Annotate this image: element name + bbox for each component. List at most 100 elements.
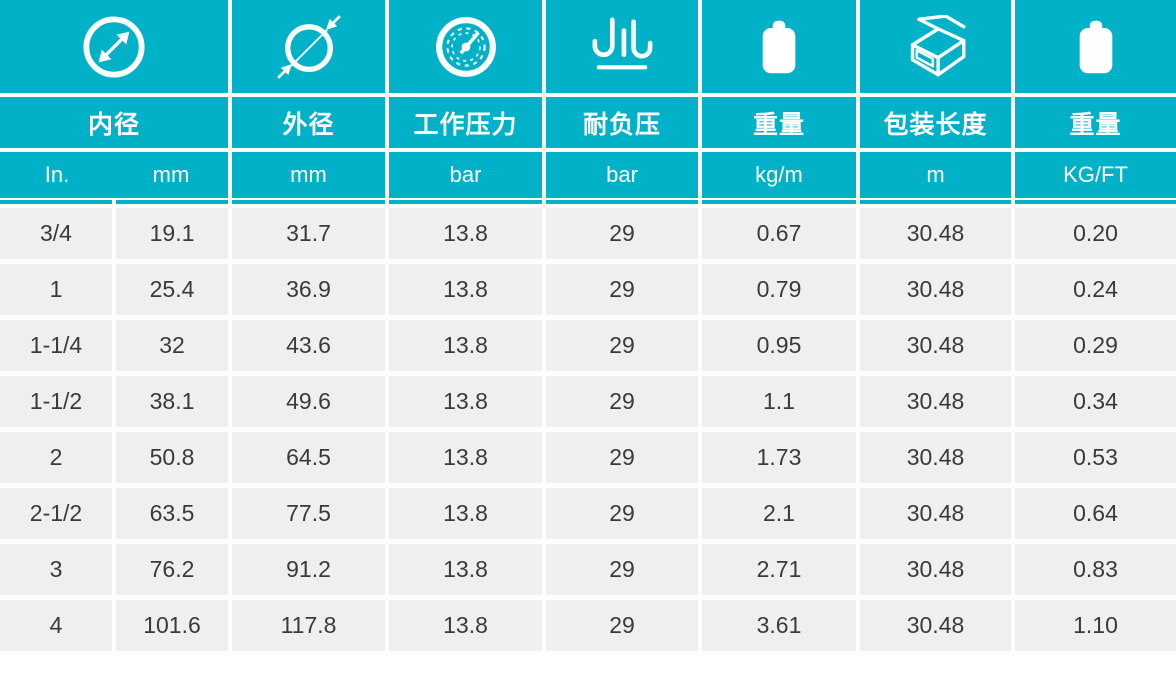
table-cell: 3.61 bbox=[702, 600, 856, 651]
table-cell: 30.48 bbox=[860, 208, 1011, 259]
weight-per-meter-header-cell bbox=[702, 0, 856, 93]
table-cell: 0.83 bbox=[1015, 544, 1176, 595]
table-cell: 30.48 bbox=[860, 544, 1011, 595]
table-cell: 1-1/2 bbox=[0, 376, 112, 427]
table-row: 1 25.4 36.9 13.8 29 0.79 30.48 0.24 bbox=[0, 264, 1176, 315]
table-cell: 101.6 bbox=[116, 600, 228, 651]
table-body: 3/4 19.1 31.7 13.8 29 0.67 30.48 0.20 1 25.4 36.9 1… bbox=[0, 208, 1176, 651]
table-cell: 29 bbox=[546, 544, 698, 595]
column-label: 外径 bbox=[232, 97, 385, 148]
table-cell: 29 bbox=[546, 600, 698, 651]
table-cell: 30.48 bbox=[860, 376, 1011, 427]
table-cell: 2.71 bbox=[702, 544, 856, 595]
table-cell: 29 bbox=[546, 264, 698, 315]
table-cell: 91.2 bbox=[232, 544, 385, 595]
table-cell: 13.8 bbox=[389, 320, 542, 371]
label-header-row: 内径 外径 工作压力 耐负压 重量 包装长度 重量 bbox=[0, 97, 1176, 148]
inner-diameter-icon bbox=[83, 15, 145, 78]
outer-diameter-icon bbox=[276, 14, 341, 79]
table-cell: 117.8 bbox=[232, 600, 385, 651]
table-cell: 13.8 bbox=[389, 544, 542, 595]
table-cell: 13.8 bbox=[389, 488, 542, 539]
table-row: 1-1/2 38.1 49.6 13.8 29 1.1 30.48 0.34 bbox=[0, 376, 1176, 427]
table-cell: 29 bbox=[546, 320, 698, 371]
unit-label: In. bbox=[44, 162, 70, 187]
table-cell: 63.5 bbox=[116, 488, 228, 539]
weight-per-foot-header-cell bbox=[1015, 0, 1176, 93]
unit-cell: KG/FT bbox=[1015, 152, 1176, 198]
table-cell: 1-1/4 bbox=[0, 320, 112, 371]
table-cell: 38.1 bbox=[116, 376, 228, 427]
unit-cell: bar bbox=[546, 152, 698, 198]
table-cell: 13.8 bbox=[389, 432, 542, 483]
table-cell: 0.67 bbox=[702, 208, 856, 259]
table-cell: 29 bbox=[546, 208, 698, 259]
table-row: 1-1/4 32 43.6 13.8 29 0.95 30.48 0.29 bbox=[0, 320, 1176, 371]
table-cell: 30.48 bbox=[860, 432, 1011, 483]
table-cell: 29 bbox=[546, 376, 698, 427]
table-cell: 3/4 bbox=[0, 208, 112, 259]
table-cell: 3 bbox=[0, 544, 112, 595]
table-cell: 0.79 bbox=[702, 264, 856, 315]
weight-icon bbox=[1079, 20, 1112, 73]
column-label: 工作压力 bbox=[389, 97, 542, 148]
icon-header-row bbox=[0, 0, 1176, 93]
table-cell: 0.29 bbox=[1015, 320, 1176, 371]
table-row: 3/4 19.1 31.7 13.8 29 0.67 30.48 0.20 bbox=[0, 208, 1176, 259]
table-cell: 1.10 bbox=[1015, 600, 1176, 651]
unit-label: mm bbox=[152, 162, 190, 187]
table-cell: 0.24 bbox=[1015, 264, 1176, 315]
column-label: 内径 bbox=[0, 97, 228, 148]
unit-cell: kg/m bbox=[702, 152, 856, 198]
table-cell: 25.4 bbox=[116, 264, 228, 315]
table-cell: 77.5 bbox=[232, 488, 385, 539]
table-row: 2-1/2 63.5 77.5 13.8 29 2.1 30.48 0.64 bbox=[0, 488, 1176, 539]
table-cell: 1.1 bbox=[702, 376, 856, 427]
table-cell: 29 bbox=[546, 488, 698, 539]
table-cell: 43.6 bbox=[232, 320, 385, 371]
table-cell: 13.8 bbox=[389, 376, 542, 427]
table-cell: 32 bbox=[116, 320, 228, 371]
vacuum-resistance-header-cell bbox=[546, 0, 698, 93]
table-cell: 0.34 bbox=[1015, 376, 1176, 427]
table-cell: 36.9 bbox=[232, 264, 385, 315]
table-row: 4 101.6 117.8 13.8 29 3.61 30.48 1.10 bbox=[0, 600, 1176, 651]
table-cell: 0.53 bbox=[1015, 432, 1176, 483]
table-cell: 30.48 bbox=[860, 600, 1011, 651]
table-cell: 0.95 bbox=[702, 320, 856, 371]
table-cell: 13.8 bbox=[389, 600, 542, 651]
package-length-header-cell bbox=[860, 0, 1011, 93]
spec-table: 内径 外径 工作压力 耐负压 重量 包装长度 重量 In. mm mm bar … bbox=[0, 0, 1176, 651]
weight-icon bbox=[762, 20, 796, 73]
inner-diameter-header-cell bbox=[0, 0, 228, 93]
column-label: 重量 bbox=[1015, 97, 1176, 148]
table-cell: 30.48 bbox=[860, 264, 1011, 315]
column-label: 包装长度 bbox=[860, 97, 1011, 148]
pressure-gauge-icon bbox=[435, 16, 496, 77]
table-cell: 13.8 bbox=[389, 208, 542, 259]
unit-cell: In. mm bbox=[0, 152, 228, 198]
table-row: 3 76.2 91.2 13.8 29 2.71 30.48 0.83 bbox=[0, 544, 1176, 595]
table-cell: 49.6 bbox=[232, 376, 385, 427]
outer-diameter-header-cell bbox=[232, 0, 385, 93]
table-cell: 0.64 bbox=[1015, 488, 1176, 539]
table-cell: 2-1/2 bbox=[0, 488, 112, 539]
package-box-icon bbox=[910, 14, 965, 76]
table-cell: 0.20 bbox=[1015, 208, 1176, 259]
working-pressure-header-cell bbox=[389, 0, 542, 93]
table-cell: 4 bbox=[0, 600, 112, 651]
table-cell: 1.73 bbox=[702, 432, 856, 483]
vacuum-resistance-icon bbox=[592, 17, 653, 69]
table-cell: 2 bbox=[0, 432, 112, 483]
table-cell: 29 bbox=[546, 432, 698, 483]
table-cell: 64.5 bbox=[232, 432, 385, 483]
table-row: 2 50.8 64.5 13.8 29 1.73 30.48 0.53 bbox=[0, 432, 1176, 483]
unit-cell: m bbox=[860, 152, 1011, 198]
table-cell: 30.48 bbox=[860, 488, 1011, 539]
table-cell: 31.7 bbox=[232, 208, 385, 259]
column-label: 耐负压 bbox=[546, 97, 698, 148]
table-cell: 19.1 bbox=[116, 208, 228, 259]
unit-cell: mm bbox=[232, 152, 385, 198]
table-cell: 1 bbox=[0, 264, 112, 315]
accent-strip bbox=[0, 200, 1176, 204]
